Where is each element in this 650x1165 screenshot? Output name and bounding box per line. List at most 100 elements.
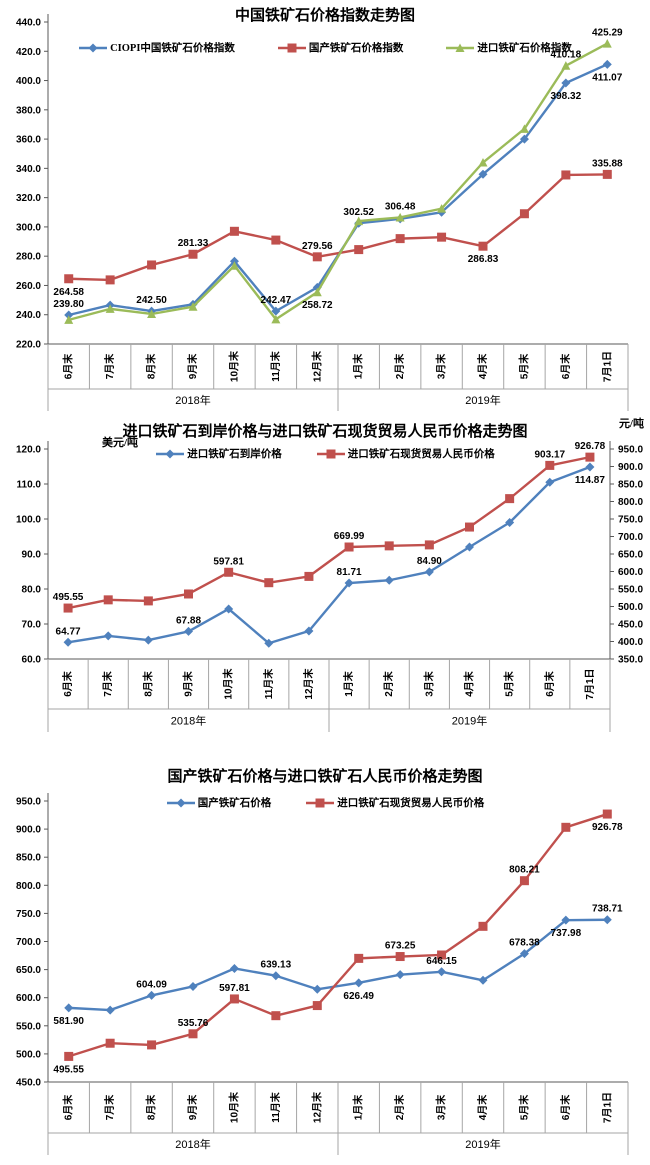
y-axis-tick-label: 900.0 (16, 825, 41, 836)
data-point-marker (176, 798, 186, 807)
data-point-marker (602, 59, 612, 69)
data-point-marker (561, 915, 571, 925)
x-axis-category-label: 8月末 (145, 353, 158, 380)
x-axis-year-label: 2018年 (175, 393, 210, 407)
data-point-marker (271, 235, 281, 245)
x-axis-category-label: 6月末 (559, 353, 572, 380)
data-point-marker (165, 449, 175, 458)
data-point-marker (147, 309, 157, 319)
data-labels: 239.80 242.50 242.47 302.52 398.32 411.07 264.… (53, 28, 623, 312)
chart-title: 进口铁矿石到岸价格与进口铁矿石现货贸易人民币价格走势图 (122, 424, 528, 440)
x-axis: 6月末 7月末 8月末 9月末 10月末 11月末 12月末 1月末 2月末 3月末 4月末 5月末 6… (47, 343, 629, 411)
data-point-label: 64.77 (56, 626, 81, 637)
legend-marker-icon (277, 43, 306, 52)
y-axis-tick-label: 700.0 (16, 937, 41, 948)
x-axis-category-label: 9月末 (186, 353, 199, 380)
data-point-marker (105, 1005, 115, 1015)
data-point-marker (264, 578, 274, 588)
data-point-marker (188, 249, 198, 259)
data-point-marker (271, 314, 281, 324)
x-axis-category-label: 11月末 (262, 668, 275, 700)
data-point-marker (602, 809, 612, 819)
data-point-marker (147, 260, 157, 270)
x-axis-category-label: 3月末 (422, 670, 435, 697)
data-point-marker (271, 1011, 281, 1021)
data-point-marker (105, 1038, 115, 1048)
y-axis-tick-label: 260.0 (16, 281, 41, 292)
legend-item-2: 进口铁矿石价格指数 (445, 40, 572, 55)
data-point-marker (395, 234, 405, 244)
y-axis-tick-label: 600.0 (16, 993, 41, 1004)
y-axis-tick-label: 300.0 (16, 222, 41, 233)
x-axis-category-label: 7月末 (103, 1094, 116, 1121)
y-axis-tick-label: 450.0 (618, 620, 643, 631)
y-axis-tick-label: 340.0 (16, 164, 41, 175)
legend-label: 进口铁矿石价格指数 (477, 43, 572, 54)
data-point-marker (505, 518, 515, 527)
chart-price-index: 中国铁矿石价格指数走势图 CIOPI中国铁矿石价格指数 国产铁矿石价格指数 进口铁矿… (0, 0, 650, 412)
data-point-marker (229, 226, 239, 236)
series-1-line (64, 169, 612, 285)
data-point-marker (585, 462, 595, 472)
x-axis-category-label: 4月末 (476, 353, 489, 380)
data-point-label: 808.21 (509, 865, 540, 876)
x-axis-category-label: 12月末 (310, 1091, 323, 1123)
x-axis: 6月末 7月末 8月末 9月末 10月末 11月末 12月末 1月末 2月末 3月末 4月末 5月末 6… (47, 1081, 629, 1155)
data-point-marker (64, 274, 74, 284)
y-axis-tick-label: 440.0 (16, 18, 41, 29)
data-point-label: 604.09 (136, 979, 167, 990)
data-point-label: 425.29 (592, 28, 623, 39)
x-axis-category-label: 9月末 (186, 1094, 199, 1121)
y-axis-tick-label: 120.0 (16, 445, 41, 456)
data-point-marker (354, 216, 364, 226)
x-axis-category-label: 6月末 (61, 670, 74, 697)
data-point-marker (437, 967, 447, 977)
y-axis-tick-label: 110.0 (17, 480, 42, 491)
data-point-marker (271, 971, 281, 981)
x-axis-category-label: 4月末 (476, 1094, 489, 1121)
data-point-marker (437, 950, 447, 960)
x-axis-category-label: 1月末 (342, 670, 355, 697)
x-axis-category-label: 5月末 (517, 1094, 530, 1121)
data-point-marker (384, 541, 394, 551)
data-point-marker (143, 596, 153, 606)
data-point-marker (224, 567, 234, 577)
x-axis-category-label: 6月末 (559, 1094, 572, 1121)
data-point-marker (184, 626, 193, 636)
chart-legend: 进口铁矿石到岸价格 进口铁矿石现货贸易人民币价格 (0, 446, 650, 461)
legend-marker-icon (79, 43, 108, 52)
y-axis-tick-label: 800.0 (618, 497, 643, 508)
legend-label: 进口铁矿石现货贸易人民币价格 (347, 449, 495, 460)
data-point-marker (455, 43, 465, 52)
data-point-marker (478, 975, 488, 985)
data-point-label: 646.15 (426, 956, 457, 967)
y-axis-right: 350.0 400.0 450.0 500.0 550.0 600.0 650.0 700.0… (609, 441, 643, 666)
x-axis-category-label: 4月末 (463, 670, 476, 697)
data-point-marker (437, 204, 447, 213)
data-point-label: 926.78 (575, 441, 606, 452)
y-axis-tick-label: 280.0 (16, 252, 41, 263)
data-point-marker (271, 306, 281, 316)
y-axis-tick-label: 650.0 (618, 550, 643, 561)
data-point-marker (519, 124, 529, 133)
right-axis-unit-label: 元/吨 (618, 418, 644, 430)
data-point-marker (437, 232, 447, 242)
data-point-marker (105, 304, 115, 313)
y-axis-tick-label: 220.0 (16, 340, 41, 351)
x-axis-category-label: 7月末 (101, 670, 114, 697)
y-axis-tick-label: 350.0 (618, 655, 643, 666)
x-axis-category-label: 2月末 (393, 353, 406, 380)
y-axis-tick-label: 100.0 (16, 515, 41, 526)
x-axis-category-label: 7月末 (103, 353, 116, 380)
data-point-label: 411.07 (592, 72, 622, 83)
data-point-marker (561, 61, 571, 70)
data-point-label: 597.81 (219, 983, 250, 994)
data-point-marker (287, 43, 297, 52)
y-axis-tick-label: 400.0 (618, 637, 643, 648)
data-point-marker (395, 212, 405, 222)
y-axis-tick-label: 800.0 (16, 881, 41, 892)
x-axis-category-label: 7月1日 (584, 668, 596, 699)
data-point-label: 335.88 (592, 158, 623, 169)
legend-item-0: 国产铁矿石价格 (166, 795, 271, 810)
x-axis-category-label: 8月末 (141, 670, 154, 697)
